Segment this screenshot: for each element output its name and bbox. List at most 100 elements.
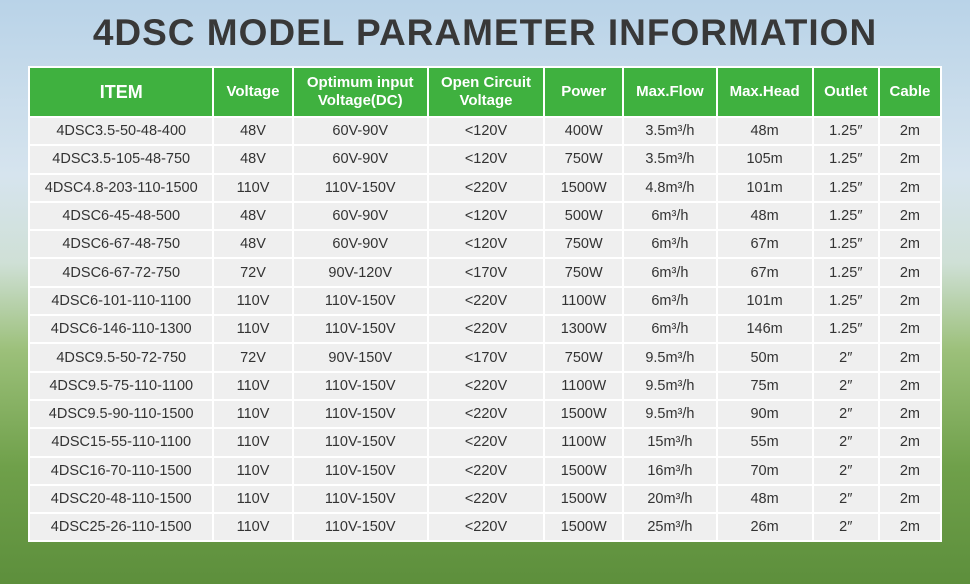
table-cell: 1.25″ [813, 259, 878, 286]
page-title: 4DSC MODEL PARAMETER INFORMATION [92, 12, 878, 53]
table-cell: 60V-90V [293, 202, 427, 230]
table-cell: 110V-150V [293, 485, 427, 513]
table-cell: 4DSC16-70-110-1500 [30, 457, 213, 484]
table-cell: 6m³/h [624, 316, 716, 343]
table-cell: 2m [879, 316, 940, 343]
table-cell: 1.25″ [813, 316, 878, 343]
table-cell: <220V [428, 287, 544, 315]
table-cell: 2m [879, 231, 940, 258]
table-cell: 2″ [813, 457, 878, 484]
table-cell: 4DSC6-101-110-1100 [30, 287, 213, 315]
table-cell: 2m [879, 372, 940, 399]
table-cell: 2m [879, 400, 940, 428]
table-cell: 4DSC9.5-90-110-1500 [30, 400, 213, 428]
table-cell: 110V-150V [293, 429, 427, 456]
table-cell: 1.25″ [813, 202, 878, 230]
table-cell: 1500W [545, 174, 623, 201]
table-cell: 60V-90V [293, 231, 427, 258]
table-row: 4DSC6-67-72-750 72V 90V-120V <170V 750W 6m³/h… [30, 259, 940, 286]
table-body: 4DSC3.5-50-48-400 48V 60V-90V <120V 400W 3.5m… [30, 118, 940, 541]
table-cell: <170V [428, 259, 544, 286]
table-cell: 16m³/h [624, 457, 716, 484]
table-cell: 110V [214, 372, 292, 399]
table-cell: 2m [879, 344, 940, 371]
table-cell: <220V [428, 400, 544, 428]
table-row: 4DSC4.8-203-110-1500 110V 110V-150V <220V 15… [30, 174, 940, 201]
table-cell: 110V [214, 485, 292, 513]
table-cell: 15m³/h [624, 429, 716, 456]
table-cell: 2m [879, 259, 940, 286]
table-cell: 1300W [545, 316, 623, 343]
table-cell: 4DSC25-26-110-1500 [30, 514, 213, 541]
table-cell: 67m [717, 231, 812, 258]
table-cell: 110V-150V [293, 514, 427, 541]
table-cell: 55m [717, 429, 812, 456]
table-cell: 4DSC3.5-50-48-400 [30, 118, 213, 145]
table-cell: 48m [717, 485, 812, 513]
table-cell: 4DSC20-48-110-1500 [30, 485, 213, 513]
table-cell: 101m [717, 174, 812, 201]
table-cell: 60V-90V [293, 118, 427, 145]
table-cell: 4DSC6-45-48-500 [30, 202, 213, 230]
table-cell: 26m [717, 514, 812, 541]
table-cell: 1.25″ [813, 118, 878, 145]
table-cell: 2m [879, 514, 940, 541]
table-cell: 2″ [813, 372, 878, 399]
table-cell: 110V-150V [293, 174, 427, 201]
table-cell: 110V-150V [293, 400, 427, 428]
table-cell: <220V [428, 429, 544, 456]
table-cell: 6m³/h [624, 202, 716, 230]
column-header: Open Circuit Voltage [428, 68, 544, 116]
table-cell: 750W [545, 231, 623, 258]
table-cell: <220V [428, 457, 544, 484]
table-cell: 400W [545, 118, 623, 145]
table-cell: 1500W [545, 400, 623, 428]
table-cell: 110V [214, 400, 292, 428]
table-cell: 48V [214, 146, 292, 173]
table-cell: 1.25″ [813, 231, 878, 258]
table-cell: 110V [214, 316, 292, 343]
table-cell: 2″ [813, 344, 878, 371]
table-cell: 4DSC6-67-48-750 [30, 231, 213, 258]
table-cell: 101m [717, 287, 812, 315]
table-cell: 50m [717, 344, 812, 371]
table-cell: 105m [717, 146, 812, 173]
table-cell: 110V-150V [293, 372, 427, 399]
table-cell: 25m³/h [624, 514, 716, 541]
table-cell: 110V [214, 174, 292, 201]
table-row: 4DSC9.5-75-110-1100 110V 110V-150V <220V 110… [30, 372, 940, 399]
table-cell: 2m [879, 287, 940, 315]
table-cell: 2m [879, 485, 940, 513]
table-row: 4DSC16-70-110-1500 110V 110V-150V <220V 1500… [30, 457, 940, 484]
table-row: 4DSC6-146-110-1300 110V 110V-150V <220V 1300… [30, 316, 940, 343]
table-cell: 3.5m³/h [624, 146, 716, 173]
table-cell: 110V-150V [293, 316, 427, 343]
table-cell: 1500W [545, 485, 623, 513]
table-cell: <120V [428, 231, 544, 258]
table-cell: 90V-150V [293, 344, 427, 371]
table-cell: 48V [214, 202, 292, 230]
table-cell: 2m [879, 429, 940, 456]
table-cell: 1.25″ [813, 287, 878, 315]
table-cell: 70m [717, 457, 812, 484]
table-cell: 2m [879, 457, 940, 484]
column-header: Power [545, 68, 623, 116]
table-cell: 1500W [545, 514, 623, 541]
table-cell: <220V [428, 174, 544, 201]
table-cell: 110V-150V [293, 287, 427, 315]
table-cell: 4DSC6-67-72-750 [30, 259, 213, 286]
table-cell: 4DSC9.5-50-72-750 [30, 344, 213, 371]
table-cell: <220V [428, 316, 544, 343]
table-cell: 1100W [545, 372, 623, 399]
table-cell: 750W [545, 259, 623, 286]
table-cell: 72V [214, 344, 292, 371]
table-cell: 1.25″ [813, 146, 878, 173]
table-row: 4DSC25-26-110-1500 110V 110V-150V <220V 1500… [30, 514, 940, 541]
table-cell: 110V-150V [293, 457, 427, 484]
table-cell: 6m³/h [624, 287, 716, 315]
table-row: 4DSC9.5-90-110-1500 110V 110V-150V <220V 150… [30, 400, 940, 428]
table-row: 4DSC9.5-50-72-750 72V 90V-150V <170V 750W 9.5… [30, 344, 940, 371]
table-cell: 6m³/h [624, 231, 716, 258]
table-cell: 75m [717, 372, 812, 399]
